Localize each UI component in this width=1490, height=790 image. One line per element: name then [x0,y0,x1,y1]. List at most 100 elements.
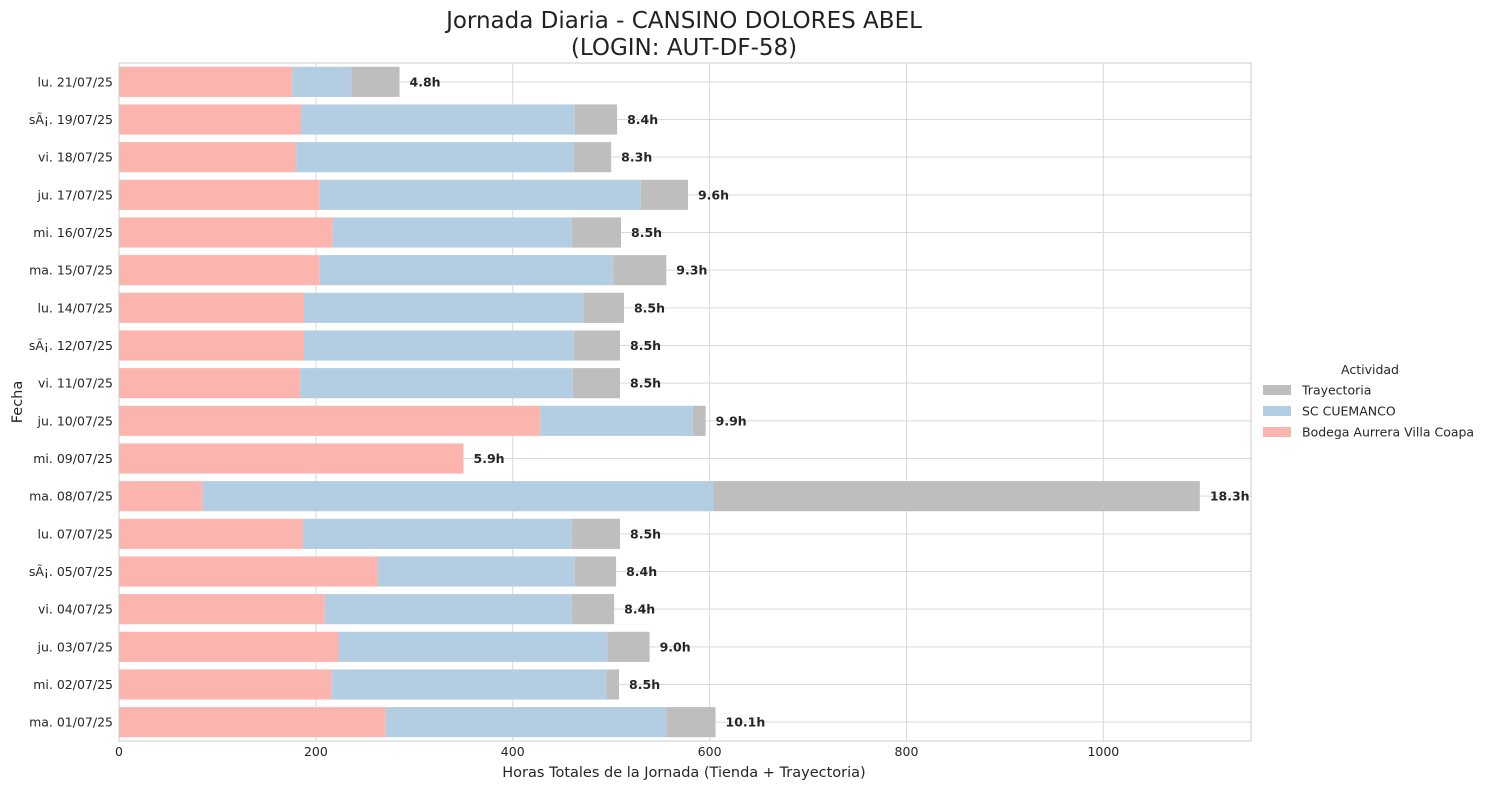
bar-total-label: 8.5h [631,225,662,240]
legend-swatch [1263,385,1291,395]
bar-segment [573,142,612,173]
bar-total-label: 8.5h [630,338,661,353]
bar-segment [613,255,667,286]
x-tick-label: 600 [698,744,722,759]
bar-total-label: 8.5h [634,300,665,315]
bar-segment [607,631,650,662]
y-tick-label: sÃ¡. 19/07/25 [29,112,113,127]
bar-segment [332,217,572,248]
bar-segment [119,707,386,738]
bar-segment [119,66,293,97]
bar-segment [296,142,574,173]
y-tick-label: lu. 14/07/25 [38,300,113,315]
y-tick-label: ju. 17/07/25 [37,187,113,202]
bar-total-label: 8.4h [627,112,658,127]
bar-segment [583,292,624,323]
bar-segment [119,631,339,662]
bar-segment [571,217,622,248]
bar-segment [571,594,615,625]
y-tick-label: ma. 08/07/25 [29,489,113,504]
bar-total-label: 8.4h [626,564,657,579]
legend-entry-label: Trayectoria [1301,383,1371,398]
y-tick-label: mi. 09/07/25 [33,451,113,466]
bar-segment [385,707,667,738]
legend-swatch [1263,406,1291,416]
bar-segment [319,179,641,210]
bar-total-label: 4.8h [410,74,441,89]
bar-total-label: 8.5h [629,677,660,692]
bar-segment [119,368,301,399]
bar-total-label: 8.4h [624,602,655,617]
chart-title-line1: Jornada Diaria - CANSINO DOLORES ABEL [444,8,922,34]
bar-segment [319,255,614,286]
bar-segment [119,179,320,210]
legend-entry-label: SC CUEMANCO [1302,404,1396,419]
bar-segment [292,66,352,97]
total-labels: 4.8h 8.4h 8.3h 9.6h 8.5h 9.3h 8.5h 8.5h 8.5h 9.9h… [410,74,1250,729]
bar-segment [119,104,302,135]
bar-segment [574,104,618,135]
bar-segment [119,292,305,323]
bar-total-label: 5.9h [474,451,505,466]
bar-segment [377,556,575,587]
y-tick-label: vi. 18/07/25 [38,150,113,165]
bar-segment [606,669,620,700]
bar-total-label: 8.3h [621,150,652,165]
plot-frame [118,62,1252,742]
bar-segment [300,368,573,399]
bar-segment [119,481,203,512]
bar-segment [331,669,607,700]
bar-segment [304,330,574,361]
y-tick-label: mi. 02/07/25 [33,677,113,692]
bar-segment [574,556,617,587]
bar-segment [324,594,572,625]
bar-segment [119,255,320,286]
bar-total-label: 18.3h [1210,489,1250,504]
bar-segment [119,142,297,173]
legend-entry-label: Bodega Aurrera Villa Coapa [1302,425,1474,440]
bar-segment [692,405,706,436]
bar-segment [202,481,714,512]
bar-segment [573,330,621,361]
bar-segment [571,518,621,549]
bar-segment [119,556,378,587]
bar-total-label: 9.0h [660,639,691,654]
bars [119,66,1200,738]
bar-total-label: 8.5h [630,526,661,541]
bar-segment [572,368,621,399]
x-tick-label: 1000 [1087,744,1119,759]
y-tick-label: ma. 15/07/25 [29,263,113,278]
bar-total-label: 10.1h [726,715,766,730]
bar-segment [119,330,305,361]
chart-title-line2: (LOGIN: AUT-DF-58) [571,35,797,61]
bar-total-label: 9.3h [676,263,707,278]
x-tick-label: 200 [304,744,328,759]
y-axis-label: Fecha [10,381,26,424]
bar-segment [301,104,575,135]
bar-segment [351,66,400,97]
y-tick-label: vi. 11/07/25 [38,376,113,391]
y-tick-label: ju. 03/07/25 [37,639,113,654]
bar-segment [540,405,693,436]
bar-segment [640,179,688,210]
y-tick-label: ju. 10/07/25 [37,413,113,428]
bar-segment [666,707,716,738]
y-tick-label: lu. 21/07/25 [38,74,113,89]
bar-segment [119,518,304,549]
x-tick-label: 400 [501,744,525,759]
bar-segment [119,443,464,474]
y-tick-label: vi. 04/07/25 [38,602,113,617]
y-tick-label: lu. 07/07/25 [38,526,113,541]
bar-segment [119,217,333,248]
x-tick-label: 800 [895,744,919,759]
bar-total-label: 8.5h [630,376,661,391]
bar-segment [119,405,541,436]
legend: Actividad Trayectoria SC CUEMANCO Bodega A… [1263,362,1474,440]
x-tick-labels: 0 200 400 600 800 1000 [115,744,1119,759]
bar-segment [119,669,332,700]
bar-segment [304,292,584,323]
bar-segment [303,518,572,549]
bar-segment [119,594,325,625]
bar-total-label: 9.6h [698,187,729,202]
